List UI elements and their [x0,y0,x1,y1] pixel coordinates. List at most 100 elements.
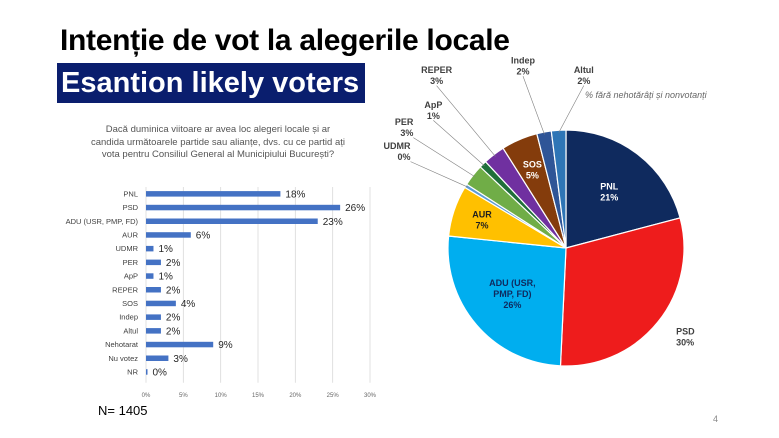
bar-reper [146,287,161,293]
pie-label-line: Altul [574,65,594,75]
bar-chart-question: Dacă duminica viitoare ar avea loc alege… [90,124,345,160]
bar-category-label: PNL [123,189,138,198]
pie-label-app: ApP [424,100,442,110]
bar-value-label: 1% [158,244,173,255]
pie-slice-aur [447,186,567,249]
pie-label-line: UDMR [384,141,411,151]
bar-psd [146,204,341,211]
pie-leader-line [436,85,496,157]
pie-value-psd: 30% [676,338,694,348]
bar-x-tick-label: 20% [289,393,302,399]
bar-x-tick-label: 10% [215,393,228,399]
pie-slice-reper [484,147,567,249]
bar-x-tick-label: 5% [179,393,188,399]
bar-value-label: 26% [345,203,365,214]
bar-value-label: 6% [196,230,211,241]
bar-per [146,259,161,266]
pie-label-psd: PSD [676,327,695,337]
pie-label-line: AUR [472,210,492,220]
pie-label-line: PSD [676,327,695,337]
pie-label-line: PER [395,117,414,127]
pie-leader-line [558,85,585,133]
bar-x-tick-label: 25% [327,393,340,399]
pie-label-line: ApP [424,100,442,110]
pie-slice-app [479,160,567,249]
bar-value-label: 18% [285,189,305,200]
pie-label-line: SOS [523,159,542,169]
bar-pnl [146,191,281,197]
bar-value-label: 9% [218,340,233,351]
pie-value-altul: 2% [577,76,590,86]
bar-value-label: 2% [166,313,181,324]
bar-category-label: REPER [112,285,138,294]
pie-label-line: PNL [600,181,619,191]
pie-value-pnl: 21% [600,192,618,202]
bar-adu-usr-pmp-fd- [146,218,318,224]
bar-x-tick-label: 0% [142,393,151,399]
pie-leader-line [433,120,485,167]
pie-label-reper: REPER [421,65,453,75]
pie-value-aur: 7% [475,221,488,231]
pie-label-udmr: UDMR [384,141,411,151]
bar-udmr [146,245,154,252]
bar-value-label: 3% [173,354,188,365]
page-number: 4 [713,414,719,424]
bar-category-label: SOS [122,299,138,308]
pie-slice-per [465,166,567,249]
bar-x-tick-label: 30% [364,393,377,399]
pie-value-udmr: 0% [398,152,411,162]
pie-value-indep: 2% [516,67,529,77]
pie-leader-line [410,161,468,188]
pie-value-adu: 26% [503,300,521,310]
bar-aur [146,232,191,238]
pie-label-line: ADU (USR, [489,278,536,288]
pie-chart-caption: % fără nehotărâți și nonvotanți [585,90,707,100]
pie-label-line: PMP, FD) [493,289,531,299]
pie-label-altul: Altul [574,65,594,75]
bar-category-label: UDMR [116,244,139,253]
bar-value-label: 2% [166,285,181,296]
bar-nu-votez [146,355,169,361]
bar-value-label: 4% [181,299,196,310]
bar-nehotarat [146,341,214,348]
bar-value-label: 2% [166,326,181,337]
bar-category-label: PER [123,258,139,267]
bar-category-label: NR [127,367,138,376]
pie-label-line: REPER [421,65,453,75]
sample-size: N= 1405 [98,403,148,418]
bar-value-label: 1% [158,272,173,283]
pie-value-app: 1% [427,111,440,121]
bar-nr [146,369,148,375]
pie-value-per: 3% [400,128,413,138]
pie-label-sos: SOS [523,159,542,169]
slide-title: Intenție de vot la alegerile locale [60,24,510,57]
pie-label-line: Indep [511,56,536,66]
pie-slice-udmr [463,183,567,249]
bar-category-label: Nu votez [108,354,138,363]
pie-slice-psd [559,217,685,367]
bar-sos [146,300,176,307]
bar-value-label: 0% [153,367,168,378]
bar-category-label: Altul [123,326,138,335]
bar-value-label: 2% [166,258,181,269]
bar-category-label: PSD [123,203,139,212]
bar-x-tick-label: 15% [252,393,265,399]
bar-app [146,273,154,279]
pie-slice-adu [447,235,567,367]
pie-value-sos: 5% [526,170,539,180]
bar-category-label: Nehotarat [105,340,139,349]
pie-leader-line [522,76,545,135]
slide-subtitle: Esantion likely voters [57,63,366,103]
pie-label-pnl: PNL [600,181,619,191]
pie-leader-line [413,137,476,177]
bar-category-label: Indep [119,313,138,322]
pie-label-aur: AUR [472,210,492,220]
pie-label-adu: ADU (USR, PMP, FD) [489,278,536,299]
pie-slice-indep [536,130,567,249]
bar-category-label: ApP [124,272,138,281]
pie-slice-altul [550,129,567,249]
pie-slice-pnl [565,129,681,249]
bar-category-label: ADU (USR, PMP, FD) [66,217,139,226]
bar-indep [146,314,161,320]
bar-altul [146,328,161,334]
